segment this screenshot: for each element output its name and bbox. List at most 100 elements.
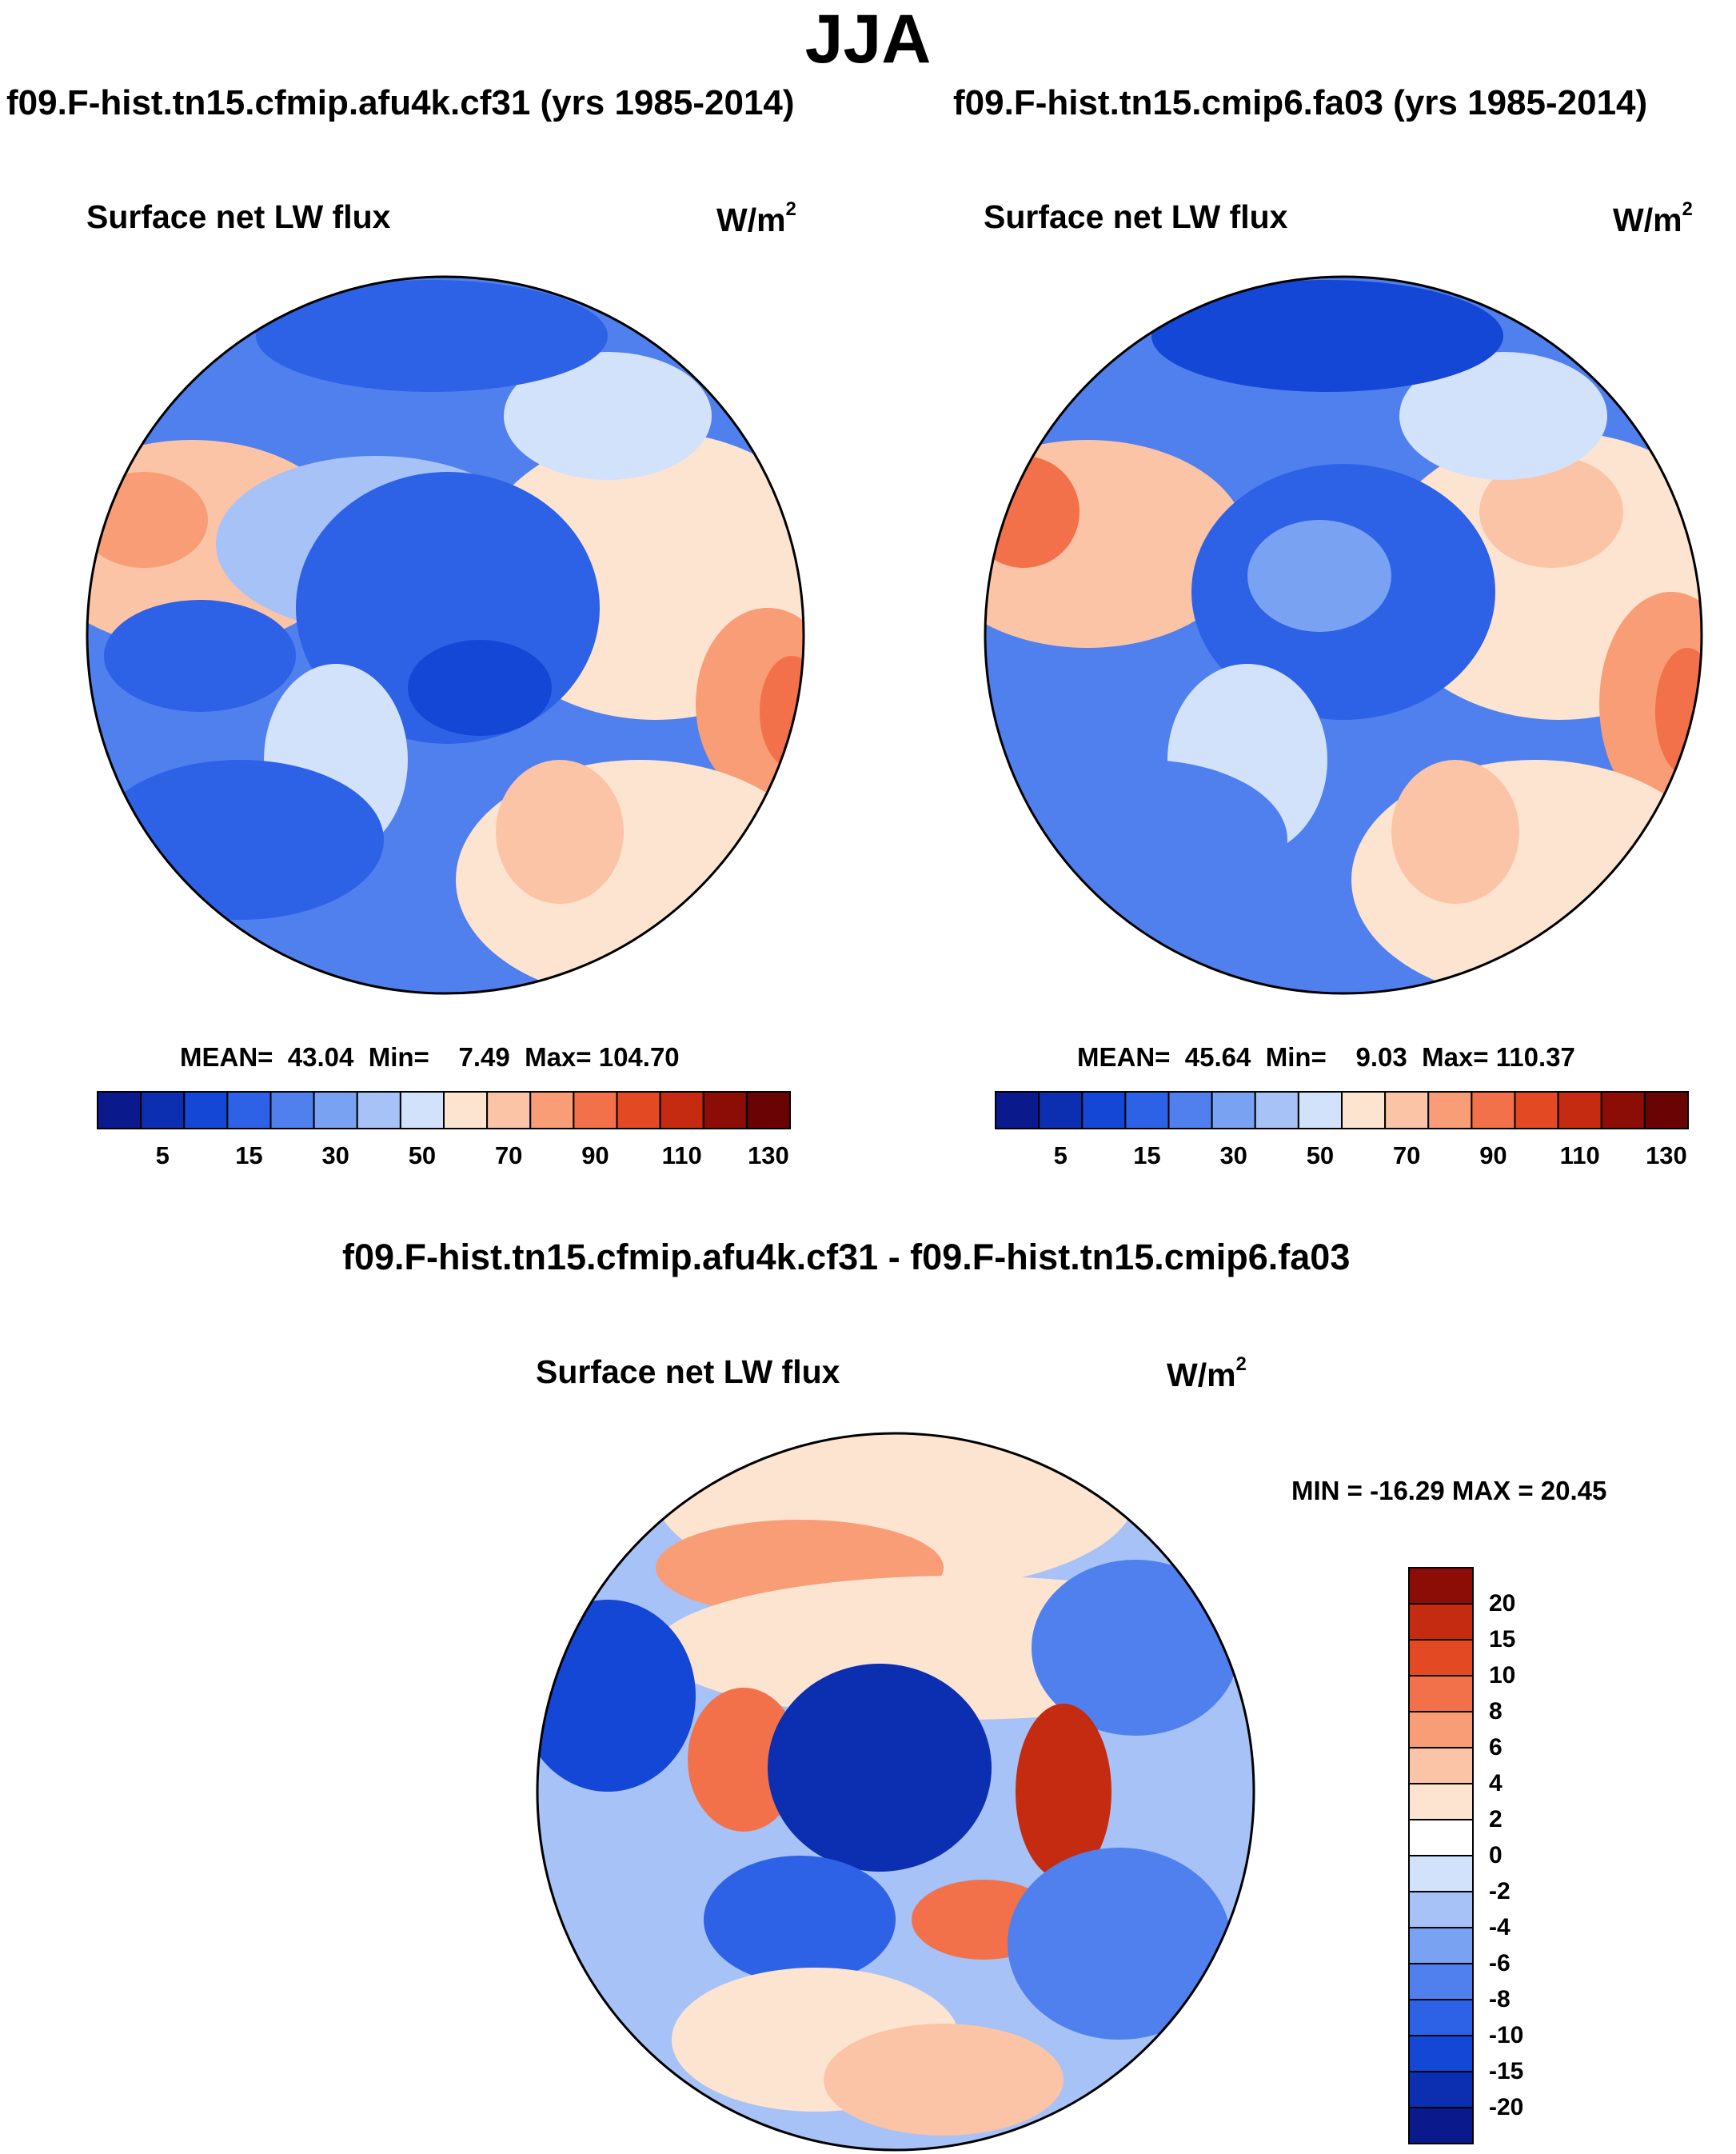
colorbar-diff-tick-label: 4 [1489,1770,1503,1796]
colorbar-panel-1-swatch [183,1091,229,1129]
panel-2-map-border [984,275,1703,995]
colorbar-panel-2-tick-label: 110 [1559,1141,1600,1169]
colorbar-diff-tick-label: -8 [1489,1986,1511,2012]
colorbar-panel-1-swatch [529,1091,575,1129]
colorbar-panel-1-ticks: 5 15 30 50 70 90 110 130 [98,1141,790,1173]
colorbar-diff-swatch [1408,1675,1474,1712]
colorbar-diff-swatch [1408,1567,1474,1605]
colorbar-panel-2-swatch [1514,1091,1559,1129]
panel-2-variable-label: Surface net LW flux [984,198,1288,235]
colorbar-panel-1-swatch [573,1091,618,1129]
colorbar-diff-swatch [1408,1783,1474,1820]
colorbar-diff-tick-label: -15 [1489,2058,1524,2084]
colorbar-panel-2-tick-label: 5 [1053,1141,1068,1169]
colorbar-diff-swatch [1408,2035,1474,2072]
colorbar-diff-tick-label: -2 [1489,1878,1511,1904]
panel-2-stats: MEAN= 45.64 Min= 9.03 Max= 110.37 [1077,1042,1575,1072]
colorbar-panel-2-swatch [1557,1091,1602,1129]
colorbar-panel-1-tick-label: 50 [408,1141,437,1169]
colorbar-panel-1-tick-label: 90 [581,1141,609,1169]
colorbar-panel-1-tick-label: 30 [321,1141,349,1169]
colorbar-panel-1-swatch [659,1091,704,1129]
colorbar-diff-swatch [1408,1639,1474,1676]
colorbar-panel-2-tick-label: 90 [1479,1141,1507,1169]
panel-2-units-label: W/m2 [1613,198,1693,238]
colorbar-panel-2-tick-label: 50 [1306,1141,1335,1169]
colorbar-panel-2-tick-label: 70 [1392,1141,1421,1169]
colorbar-diff-swatch [1408,1963,1474,2000]
colorbar-panel-1-swatch [486,1091,532,1129]
colorbar-diff-tick-label: 15 [1489,1626,1516,1652]
diff-case-title: f09.F-hist.tn15.cfmip.afu4k.cf31 - f09.F… [342,1237,1351,1277]
colorbar-diff-swatch [1408,1711,1474,1748]
panel-1-case-title: f09.F-hist.tn15.cfmip.afu4k.cf31 (yrs 19… [6,83,795,122]
colorbar-diff-swatch [1408,1819,1474,1856]
colorbar-diff-tick-label: 0 [1489,1842,1503,1868]
colorbar-panel-2-swatch [1081,1091,1127,1129]
colorbar-diff-tick-label: -10 [1489,2022,1524,2048]
colorbar-panel-1-tick-label: 110 [661,1141,702,1169]
colorbar-diff-tick-label: -20 [1489,2094,1524,2120]
colorbar-panel-2-swatch [1600,1091,1646,1129]
colorbar-diff-tick-label: 8 [1489,1698,1503,1724]
colorbar-panel-1-swatch [702,1091,748,1129]
colorbar-diff-ticks: 20 15 10 8 6 4 2 0 -2 -4 -6 -8 -10 -15 -20 [1489,1568,1585,2144]
colorbar-panel-1-swatch [356,1091,401,1129]
colorbar-panel-1-tick-label: 70 [494,1141,523,1169]
diff-units-label: W/m2 [1167,1353,1247,1393]
colorbar-panel-2-tick-label: 130 [1646,1141,1687,1169]
main-title: JJA [804,1,932,78]
colorbar-panel-1-swatch [97,1091,142,1129]
colorbar-panel-2-tick-label: 30 [1219,1141,1247,1169]
colorbar-diff [1408,1567,1474,2144]
colorbar-panel-2-swatch [1254,1091,1299,1129]
colorbar-diff-tick-label: -4 [1489,1914,1511,1940]
colorbar-panel-2-swatch [1167,1091,1213,1129]
colorbar-panel-2-swatch [1211,1091,1256,1129]
colorbar-panel-1-swatch [313,1091,358,1129]
colorbar-panel-2-swatch [1341,1091,1387,1129]
panel-2-polar-map [985,277,1702,993]
colorbar-diff-tick-label: 2 [1489,1806,1503,1832]
colorbar-panel-2-swatch [1124,1091,1170,1129]
colorbar-diff-swatch [1408,1927,1474,1964]
colorbar-panel-1-tick-label: 130 [748,1141,789,1169]
colorbar-diff-tick-label: 6 [1489,1734,1503,1760]
panel-2-case-title: f09.F-hist.tn15.cmip6.fa03 (yrs 1985-201… [953,83,1648,122]
colorbar-panel-1-swatch [140,1091,186,1129]
colorbar-diff-swatch [1408,2107,1474,2144]
diff-minmax: MIN = -16.29 MAX = 20.45 [1291,1476,1607,1505]
colorbar-panel-1-swatch [269,1091,315,1129]
diff-map-border [536,1432,1255,2152]
colorbar-panel-1 [97,1091,791,1129]
colorbar-diff-swatch [1408,1747,1474,1784]
colorbar-diff-tick-label: -6 [1489,1950,1511,1976]
colorbar-diff-tick-label: 20 [1489,1590,1516,1616]
colorbar-diff-swatch [1408,1603,1474,1640]
diff-polar-map [537,1433,1254,2150]
diff-variable-label: Surface net LW flux [536,1353,840,1390]
colorbar-diff-swatch [1408,1999,1474,2036]
colorbar-panel-2-swatch [1384,1091,1430,1129]
colorbar-panel-1-swatch [616,1091,661,1129]
colorbar-panel-2-swatch [1471,1091,1516,1129]
colorbar-panel-2-swatch [1643,1091,1689,1129]
colorbar-panel-2-ticks: 5 15 30 50 70 90 110 130 [996,1141,1688,1173]
panel-1-map-border [86,275,805,995]
colorbar-panel-1-swatch [443,1091,489,1129]
panel-1-units-label: W/m2 [716,198,796,238]
colorbar-diff-swatch [1408,2071,1474,2108]
colorbar-panel-1-swatch [745,1091,791,1129]
colorbar-panel-2-swatch [1038,1091,1084,1129]
colorbar-panel-1-tick-label: 5 [155,1141,170,1169]
colorbar-panel-2-tick-label: 15 [1133,1141,1161,1169]
colorbar-diff-swatch [1408,1891,1474,1928]
colorbar-panel-1-swatch [226,1091,272,1129]
panel-1-polar-map [87,277,804,993]
panel-1-variable-label: Surface net LW flux [86,198,391,235]
colorbar-diff-tick-label: 10 [1489,1662,1516,1688]
colorbar-panel-1-tick-label: 15 [235,1141,263,1169]
colorbar-panel-2-swatch [1427,1091,1473,1129]
colorbar-panel-2-swatch [995,1091,1040,1129]
